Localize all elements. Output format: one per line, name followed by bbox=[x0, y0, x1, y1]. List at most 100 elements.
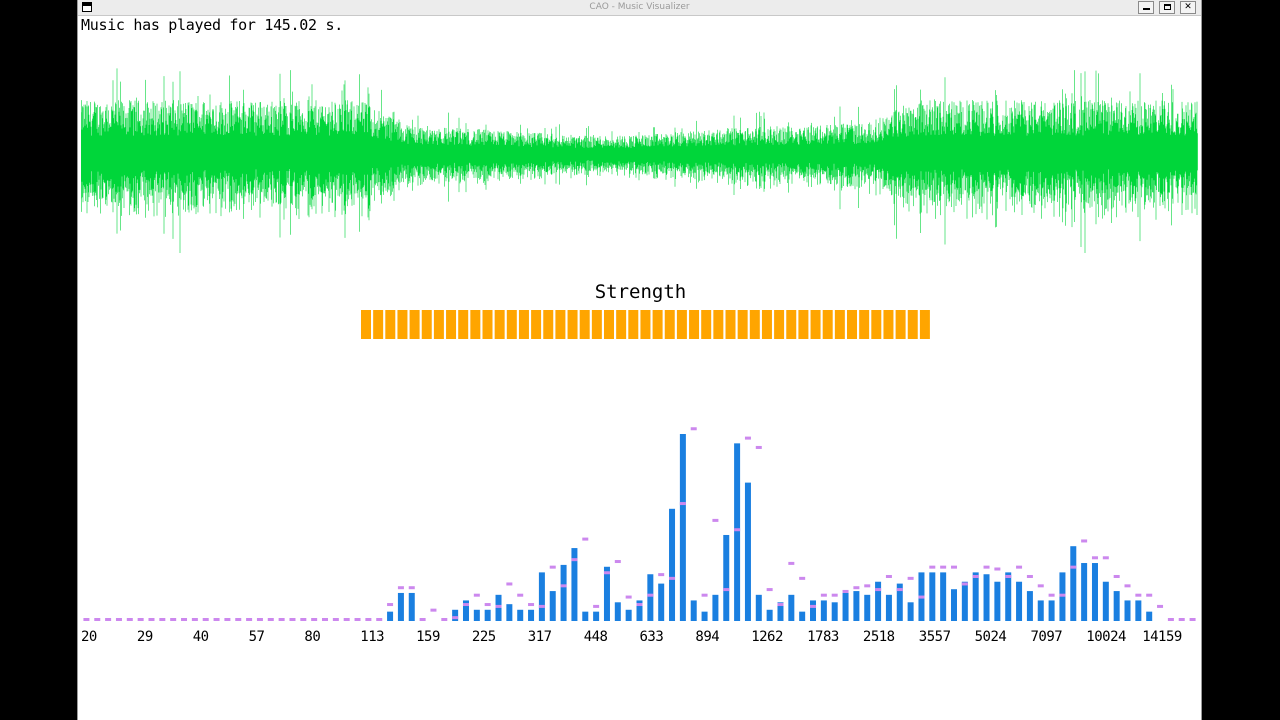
spectrum-peak-marker bbox=[430, 608, 437, 612]
strength-segment bbox=[822, 310, 833, 339]
strength-segment bbox=[616, 310, 627, 339]
spectrum-peak-marker bbox=[191, 618, 198, 621]
spectrum-peak-marker bbox=[1037, 584, 1044, 588]
spectrum-peak-marker bbox=[484, 603, 491, 607]
spectrum-bar bbox=[1102, 581, 1109, 621]
frequency-tick-label: 159 bbox=[416, 629, 440, 645]
spectrum-peak-marker bbox=[951, 565, 957, 569]
spectrum-peak-marker bbox=[983, 565, 990, 569]
close-button[interactable]: ✕ bbox=[1180, 1, 1196, 14]
spectrum-peak-marker bbox=[126, 618, 133, 621]
spectrum-bar bbox=[1016, 581, 1023, 621]
spectrum-bar bbox=[766, 609, 773, 621]
spectrum-peak-marker bbox=[1189, 618, 1196, 621]
spectrum-peak-marker bbox=[267, 618, 274, 621]
spectrum-peak-marker bbox=[593, 604, 600, 608]
spectrum-bar bbox=[723, 534, 730, 621]
spectrum-peak-marker bbox=[137, 618, 144, 621]
spectrum-bar bbox=[614, 602, 621, 621]
spectrum-bar-chart bbox=[83, 427, 1196, 621]
strength-segment bbox=[676, 310, 687, 339]
spectrum-bar bbox=[593, 611, 600, 621]
spectrum-peak-marker bbox=[1157, 604, 1164, 608]
strength-segment bbox=[786, 310, 797, 339]
strength-segment bbox=[859, 310, 870, 339]
strength-segment bbox=[518, 310, 529, 339]
spectrum-bar bbox=[495, 594, 502, 621]
spectrum-bar bbox=[994, 581, 1001, 621]
spectrum-peak-marker bbox=[354, 618, 361, 621]
strength-segment bbox=[604, 310, 614, 339]
spectrum-bar bbox=[940, 572, 947, 621]
spectrum-peak-marker bbox=[387, 603, 394, 607]
frequency-tick-label: 113 bbox=[360, 629, 385, 645]
spectrum-bar bbox=[777, 602, 784, 621]
spectrum-bar bbox=[603, 566, 610, 621]
spectrum-peak-marker bbox=[885, 574, 892, 578]
spectrum-peak-marker bbox=[560, 584, 567, 588]
strength-segment bbox=[409, 310, 420, 339]
spectrum-peak-marker bbox=[1016, 565, 1023, 569]
frequency-tick-label: 5024 bbox=[974, 629, 1007, 645]
spectrum-bar bbox=[1070, 546, 1077, 621]
spectrum-bar bbox=[896, 583, 903, 621]
spectrum-peak-marker bbox=[853, 586, 860, 590]
spectrum-peak-marker bbox=[777, 603, 784, 607]
spectrum-peak-marker bbox=[170, 618, 177, 621]
frequency-tick-label: 633 bbox=[639, 629, 664, 645]
spectrum-bar bbox=[484, 609, 491, 621]
spectrum-peak-marker bbox=[300, 618, 307, 621]
spectrum-peak-marker bbox=[246, 618, 253, 621]
strength-segment bbox=[628, 310, 639, 339]
strength-segment bbox=[397, 310, 408, 339]
spectrum-bar bbox=[907, 602, 914, 621]
spectrum-peak-marker bbox=[929, 565, 936, 569]
spectrum-bar bbox=[983, 574, 990, 621]
strength-segment bbox=[373, 310, 384, 339]
title-bar[interactable]: CAO - Music Visualizer ✕ bbox=[78, 0, 1201, 16]
spectrum-bar bbox=[506, 604, 513, 621]
spectrum-bar bbox=[799, 611, 806, 621]
maximize-button[interactable] bbox=[1159, 1, 1175, 14]
spectrum-peak-marker bbox=[452, 616, 459, 620]
spectrum-peak-marker bbox=[712, 518, 719, 522]
strength-segment bbox=[907, 310, 918, 339]
spectrum-bar bbox=[517, 609, 524, 621]
spectrum-bar bbox=[1037, 600, 1044, 621]
spectrum-bar bbox=[929, 572, 936, 621]
strength-segment bbox=[774, 310, 785, 339]
spectrum-peak-marker bbox=[1167, 618, 1174, 621]
frequency-tick-label: 3557 bbox=[918, 629, 951, 645]
waveform-display bbox=[81, 68, 1198, 253]
strength-segment bbox=[458, 310, 469, 339]
minimize-button[interactable] bbox=[1138, 1, 1154, 14]
strength-segment bbox=[701, 310, 712, 339]
strength-segment bbox=[725, 310, 736, 339]
spectrum-bar bbox=[853, 591, 860, 621]
spectrum-peak-marker bbox=[875, 588, 882, 592]
strength-segment bbox=[421, 310, 432, 339]
spectrum-bar bbox=[397, 592, 404, 621]
spectrum-peak-marker bbox=[506, 582, 513, 586]
spectrum-bar bbox=[636, 600, 643, 621]
spectrum-bar bbox=[820, 600, 827, 621]
spectrum-bar bbox=[658, 583, 665, 621]
spectrum-peak-marker bbox=[679, 502, 686, 506]
strength-segment bbox=[834, 310, 845, 339]
app-icon[interactable] bbox=[82, 2, 92, 12]
strength-segment bbox=[494, 310, 505, 339]
spectrum-peak-marker bbox=[322, 618, 328, 621]
spectrum-bar bbox=[462, 600, 469, 621]
strength-segment bbox=[737, 310, 748, 339]
frequency-tick-label: 225 bbox=[471, 629, 496, 645]
spectrum-bar bbox=[1091, 563, 1098, 621]
spectrum-peak-marker bbox=[181, 618, 188, 621]
spectrum-bar bbox=[744, 482, 751, 621]
spectrum-peak-marker bbox=[961, 582, 968, 586]
spectrum-bar bbox=[810, 600, 817, 621]
strength-segment bbox=[506, 310, 517, 339]
spectrum-bar bbox=[690, 600, 697, 621]
spectrum-bar bbox=[571, 548, 578, 621]
spectrum-peak-marker bbox=[1091, 556, 1098, 560]
strength-segment bbox=[385, 310, 396, 339]
